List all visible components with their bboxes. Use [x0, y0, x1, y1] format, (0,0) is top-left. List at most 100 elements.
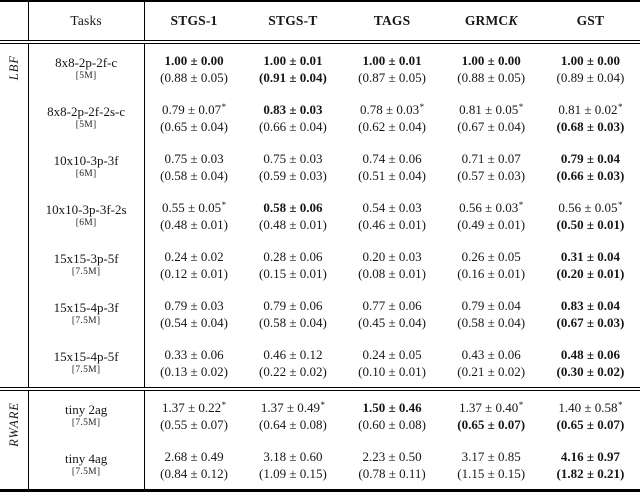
median-value: (0.60 ± 0.08): [358, 416, 426, 432]
mean-value: 2.68 ± 0.49: [164, 448, 224, 464]
median-value: (0.30 ± 0.02): [556, 363, 625, 379]
task-name: 8x8-2p-2f-c: [55, 55, 118, 70]
median-value: (0.12 ± 0.01): [160, 265, 228, 281]
task-row: RWARE tiny 2ag [7.5M] 1.37 ± 0.22* (0.55 ± 0…: [0, 389, 640, 491]
median-value: (0.88 ± 0.05): [160, 69, 228, 85]
mean-value: 4.16 ± 0.97: [560, 448, 620, 464]
result-cell: 0.79 ± 0.06 (0.58 ± 0.04): [243, 289, 342, 338]
mean-value: 0.78 ± 0.03*: [359, 101, 425, 117]
median-value: (0.84 ± 0.12): [160, 465, 228, 481]
method-header-gst: GST: [540, 1, 640, 44]
task-budget: [7.5M]: [71, 365, 101, 375]
median-value: (0.67 ± 0.03): [556, 314, 625, 330]
result-cell: 0.20 ± 0.03 (0.08 ± 0.01): [342, 240, 441, 289]
task-cell: 8x8-2p-2f-2s-c [5M]: [28, 93, 145, 142]
task-budget: [7.5M]: [71, 418, 101, 428]
mean-value: 1.00 ± 0.01: [362, 52, 422, 68]
method-header-stgs-t: STGS-T: [243, 1, 343, 44]
result-cell: 0.75 ± 0.03 (0.59 ± 0.03): [243, 142, 342, 191]
result-cell: 0.55 ± 0.05* (0.48 ± 0.01): [144, 191, 243, 240]
significance-star: *: [617, 199, 623, 210]
task-name: 8x8-2p-2f-2s-c: [47, 104, 126, 119]
mean-value: 0.79 ± 0.06: [263, 297, 323, 313]
median-value: (0.08 ± 0.01): [358, 265, 426, 281]
result-cell: 2.23 ± 0.50 (0.78 ± 0.11): [342, 440, 441, 491]
task-row: tiny 4ag [7.5M] 2.68 ± 0.49 (0.84 ± 0.12) 3.…: [0, 440, 640, 491]
median-value: (0.21 ± 0.02): [457, 363, 526, 379]
task-cell: tiny 4ag [7.5M]: [28, 440, 145, 491]
mean-value: 1.00 ± 0.00: [461, 52, 521, 68]
result-cell: 0.78 ± 0.03* (0.62 ± 0.04): [342, 93, 441, 142]
median-value: (0.88 ± 0.05): [457, 69, 526, 85]
env-label: RWARE: [6, 402, 21, 447]
median-value: (0.55 ± 0.07): [160, 416, 228, 432]
median-value: (0.67 ± 0.04): [457, 118, 526, 134]
result-cell: 3.18 ± 0.60 (1.09 ± 0.15): [243, 440, 342, 491]
result-cell: 1.40 ± 0.58* (0.65 ± 0.07): [541, 389, 640, 440]
task-name: 15x15-3p-5f: [53, 251, 119, 266]
significance-star: *: [221, 399, 227, 410]
mean-value: 1.50 ± 0.46: [362, 399, 422, 415]
mean-value: 0.71 ± 0.07: [461, 150, 521, 166]
task-row: 8x8-2p-2f-2s-c [5M] 0.79 ± 0.07* (0.65 ± 0.…: [0, 93, 640, 142]
mean-value: 3.17 ± 0.85: [461, 448, 521, 464]
task-budget: [5M]: [75, 120, 97, 130]
task-name: tiny 2ag: [64, 402, 108, 417]
result-cell: 0.28 ± 0.06 (0.15 ± 0.01): [243, 240, 342, 289]
significance-star: *: [320, 399, 325, 410]
mean-value: 0.74 ± 0.06: [362, 150, 422, 166]
median-value: (0.50 ± 0.01): [556, 216, 625, 232]
method-label-italic: K: [508, 13, 518, 28]
median-value: (0.49 ± 0.01): [457, 216, 526, 232]
median-value: (0.45 ± 0.04): [358, 314, 426, 330]
result-cell: 0.79 ± 0.04 (0.58 ± 0.04): [442, 289, 541, 338]
mean-value: 0.77 ± 0.06: [362, 297, 422, 313]
result-cell: 0.43 ± 0.06 (0.21 ± 0.02): [441, 338, 541, 391]
mean-value: 0.33 ± 0.06: [164, 346, 224, 362]
significance-star: *: [617, 399, 623, 410]
task-name: 10x10-3p-3f: [53, 153, 119, 168]
significance-star: *: [518, 199, 524, 210]
mean-value: 3.18 ± 0.60: [263, 448, 323, 464]
significance-star: *: [518, 399, 524, 410]
task-cell: 8x8-2p-2f-c [5M]: [28, 42, 145, 93]
median-value: (0.59 ± 0.03): [259, 167, 327, 183]
env-column-header: [0, 1, 29, 44]
mean-value: 0.79 ± 0.07*: [161, 101, 227, 117]
method-header-grmck: GRMCK: [441, 1, 541, 44]
result-cell: 0.74 ± 0.06 (0.51 ± 0.04): [342, 142, 441, 191]
result-cell: 4.16 ± 0.97 (1.82 ± 0.21): [541, 440, 640, 491]
result-cell: 0.24 ± 0.02 (0.12 ± 0.01): [144, 240, 243, 289]
task-row: 15x15-4p-5f [7.5M] 0.33 ± 0.06 (0.13 ± 0.02…: [0, 338, 640, 391]
task-row: 10x10-3p-3f-2s [6M] 0.55 ± 0.05* (0.48 ± 0.…: [0, 191, 640, 240]
median-value: (0.51 ± 0.04): [358, 167, 426, 183]
result-cell: 0.81 ± 0.02* (0.68 ± 0.03): [541, 93, 640, 142]
env-cell-lbf: LBF: [0, 42, 29, 391]
result-cell: 1.37 ± 0.22* (0.55 ± 0.07): [144, 389, 243, 440]
mean-value: 0.48 ± 0.06: [560, 346, 620, 362]
task-budget: [6M]: [75, 218, 97, 228]
mean-value: 0.28 ± 0.06: [263, 248, 323, 264]
significance-star: *: [221, 199, 227, 210]
result-cell: 0.56 ± 0.03* (0.49 ± 0.01): [442, 191, 541, 240]
result-cell: 0.58 ± 0.06 (0.48 ± 0.01): [243, 191, 342, 240]
median-value: (0.10 ± 0.01): [358, 363, 426, 379]
mean-value: 1.00 ± 0.01: [263, 52, 323, 68]
mean-value: 0.83 ± 0.04: [560, 297, 620, 313]
result-cell: 1.00 ± 0.01 (0.87 ± 0.05): [342, 42, 441, 93]
significance-star: *: [617, 101, 623, 112]
mean-value: 1.40 ± 0.58*: [558, 399, 623, 415]
task-cell: 15x15-4p-5f [7.5M]: [28, 338, 145, 391]
mean-value: 0.75 ± 0.03: [164, 150, 224, 166]
median-value: (0.48 ± 0.01): [259, 216, 327, 232]
tasks-column-header: Tasks: [28, 1, 145, 44]
task-cell: 10x10-3p-3f [6M]: [28, 142, 145, 191]
mean-value: 0.54 ± 0.03: [362, 199, 422, 215]
task-name: tiny 4ag: [64, 451, 108, 466]
result-cell: 0.79 ± 0.03 (0.54 ± 0.04): [144, 289, 243, 338]
result-cell: 0.48 ± 0.06 (0.30 ± 0.02): [540, 338, 640, 391]
task-budget: [6M]: [75, 169, 97, 179]
median-value: (0.57 ± 0.03): [457, 167, 526, 183]
mean-value: 1.00 ± 0.00: [164, 52, 224, 68]
